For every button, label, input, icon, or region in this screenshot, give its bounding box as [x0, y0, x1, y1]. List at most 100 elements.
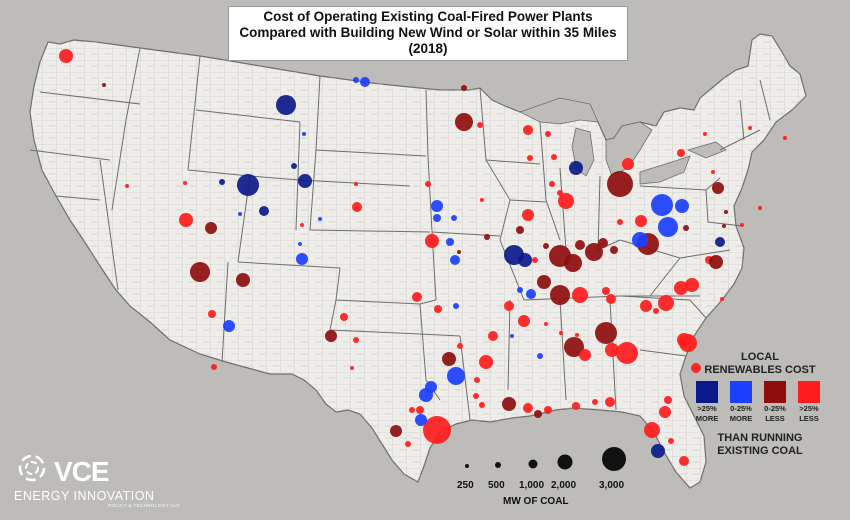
- power-plant-marker: [526, 289, 536, 299]
- power-plant-marker: [340, 313, 348, 321]
- power-plant-marker: [291, 163, 297, 169]
- swatch-label-2: LESS: [765, 414, 785, 423]
- power-plant-marker: [557, 190, 563, 196]
- swatch-label-1: 0-25%: [764, 404, 786, 413]
- title-line-2: Compared with Building New Wind or Solar…: [239, 25, 617, 56]
- power-plant-marker: [502, 397, 516, 411]
- great-lakes: [518, 97, 727, 185]
- size-label-500: 500: [488, 480, 505, 491]
- energy-innovation-logo-text: ENERGY INNOVATION: [14, 489, 155, 503]
- power-plant-marker: [353, 337, 359, 343]
- power-plant-marker: [523, 403, 533, 413]
- power-plant-marker: [477, 122, 483, 128]
- power-plant-marker: [415, 414, 427, 426]
- power-plant-marker: [425, 234, 439, 248]
- power-plant-marker: [564, 254, 582, 272]
- power-plant-marker: [179, 213, 193, 227]
- power-plant-marker: [352, 202, 362, 212]
- legend-swatch-red: >25% LESS: [796, 381, 822, 423]
- power-plant-marker: [658, 217, 678, 237]
- power-plant-marker: [564, 337, 584, 357]
- power-plant-marker: [675, 199, 689, 213]
- legend-swatch-dark-blue: >25% MORE: [694, 381, 720, 423]
- power-plant-marker: [125, 184, 129, 188]
- legend-footer: THAN RUNNING EXISTING COAL: [690, 432, 830, 458]
- power-plant-marker: [102, 83, 106, 87]
- power-plant-marker: [183, 181, 187, 185]
- power-plant-marker: [504, 301, 514, 311]
- power-plant-marker: [592, 399, 598, 405]
- power-plant-marker: [572, 287, 588, 303]
- swatch-label-2: MORE: [695, 414, 719, 423]
- power-plant-marker: [720, 297, 724, 301]
- power-plant-marker: [237, 174, 259, 196]
- power-plant-marker: [354, 182, 358, 186]
- power-plant-marker: [318, 217, 322, 221]
- title-line-1: Cost of Operating Existing Coal-Fired Po…: [263, 9, 593, 24]
- power-plant-marker: [419, 388, 433, 402]
- power-plant-marker: [674, 281, 688, 295]
- power-plant-marker: [685, 278, 699, 292]
- legend-swatch-blue: 0-25% MORE: [728, 381, 754, 423]
- power-plant-marker: [595, 322, 617, 344]
- size-dot-3000: [602, 447, 626, 471]
- legend-title-line-1: LOCAL: [741, 351, 779, 363]
- power-plant-marker: [677, 333, 691, 347]
- power-plant-marker: [703, 132, 707, 136]
- power-plant-marker: [434, 305, 442, 313]
- power-plant-marker: [653, 308, 659, 314]
- power-plant-marker: [617, 219, 623, 225]
- size-dot-2000: [557, 454, 573, 470]
- size-label-2000: 2,000: [551, 480, 577, 491]
- power-plant-marker: [711, 170, 715, 174]
- power-plant-marker: [758, 206, 762, 210]
- power-plant-marker: [715, 237, 725, 247]
- power-plant-marker: [479, 355, 493, 369]
- power-plant-marker: [518, 315, 530, 327]
- power-plant-marker: [350, 366, 354, 370]
- power-plant-marker: [544, 406, 552, 414]
- power-plant-marker: [537, 275, 551, 289]
- power-plant-marker: [298, 174, 312, 188]
- legend-swatches: >25% MORE 0-25% MORE 0-25% LESS >25% LES…: [694, 381, 824, 431]
- power-plant-marker: [709, 255, 723, 269]
- power-plant-marker: [302, 132, 306, 136]
- power-plant-marker: [451, 215, 457, 221]
- power-plant-marker: [298, 242, 302, 246]
- power-plant-marker: [579, 349, 591, 361]
- swatch-box: [764, 381, 786, 403]
- size-dot-500: [495, 462, 501, 468]
- power-plant-marker: [205, 222, 217, 234]
- power-plant-marker: [635, 215, 647, 227]
- power-plant-marker: [640, 300, 652, 312]
- power-plant-marker: [559, 331, 563, 335]
- legend-swatch-dark-red: 0-25% LESS: [762, 381, 788, 423]
- power-plant-marker: [405, 441, 411, 447]
- power-plant-marker: [416, 406, 424, 414]
- power-plant-marker: [683, 225, 689, 231]
- power-plant-marker: [259, 206, 269, 216]
- power-plant-marker: [300, 223, 304, 227]
- power-plant-marker: [431, 200, 443, 212]
- power-plant-marker: [208, 310, 216, 318]
- power-plant-marker: [616, 342, 638, 364]
- power-plant-marker: [219, 179, 225, 185]
- swatch-box: [696, 381, 718, 403]
- power-plant-marker: [532, 257, 538, 263]
- power-plant-marker: [488, 331, 498, 341]
- size-label-1000: 1,000: [519, 480, 545, 491]
- power-plant-marker: [457, 343, 463, 349]
- power-plant-marker: [409, 407, 415, 413]
- vce-logo-icon: [18, 454, 46, 482]
- power-plant-marker: [425, 181, 431, 187]
- power-plant-marker: [722, 224, 726, 228]
- power-plant-marker: [607, 171, 633, 197]
- power-plant-marker: [446, 238, 454, 246]
- power-plant-marker: [453, 303, 459, 309]
- power-plant-marker: [549, 181, 555, 187]
- swatch-label-1: >25%: [799, 404, 819, 413]
- vce-logo-text: VCE: [54, 456, 110, 487]
- power-plant-marker: [544, 322, 548, 326]
- power-plant-marker: [598, 238, 608, 248]
- power-plant-marker: [602, 287, 610, 295]
